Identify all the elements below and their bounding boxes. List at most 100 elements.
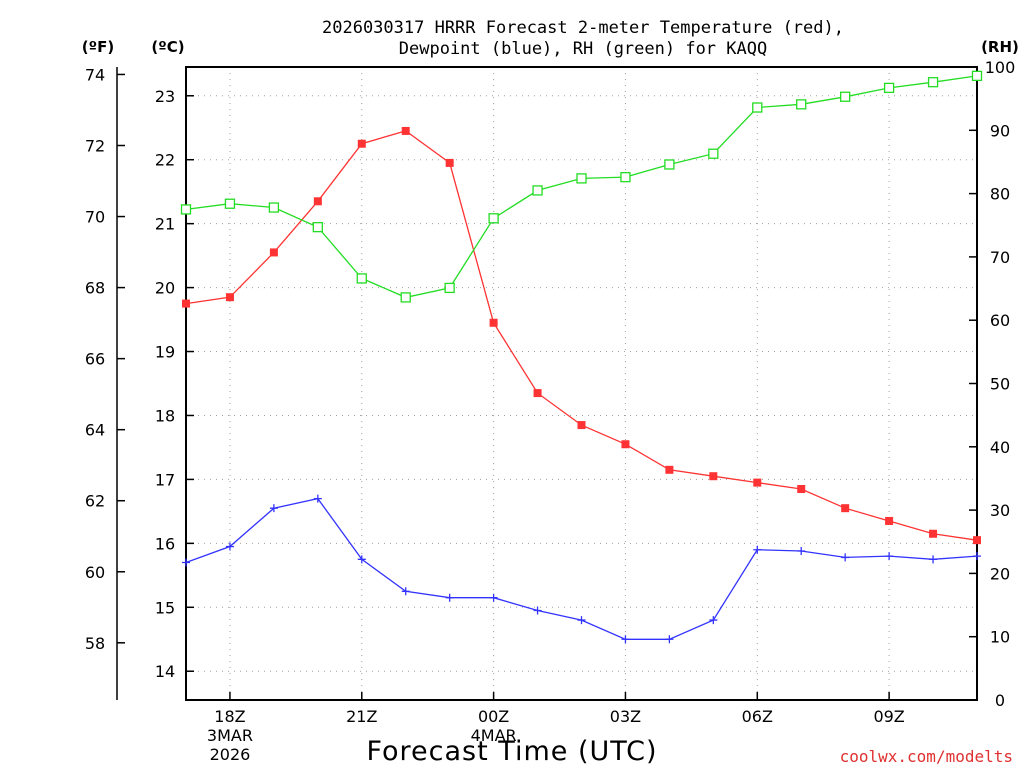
x-tick-date-label: 4MAR xyxy=(471,726,517,745)
rh-tick-label: 50 xyxy=(990,375,1010,394)
dewpoint-point xyxy=(797,547,806,556)
rh-point xyxy=(576,173,587,184)
rh-tick-label: 0 xyxy=(995,691,1005,710)
dewpoint-point xyxy=(489,593,498,602)
fahrenheit-tick-label: 58 xyxy=(85,634,105,653)
dewpoint-point xyxy=(445,593,454,602)
dewpoint-point xyxy=(709,616,718,625)
temperature-point xyxy=(885,516,894,525)
dewpoint-point xyxy=(577,616,586,625)
temperature-point xyxy=(182,299,190,308)
rh-axis-label: (RH) xyxy=(981,38,1019,56)
temperature-point xyxy=(621,440,630,449)
celsius-tick-label: 17 xyxy=(155,470,175,489)
x-tick-label: 03Z xyxy=(610,707,641,726)
rh-point xyxy=(224,198,236,209)
fahrenheit-tick-label: 62 xyxy=(85,492,105,511)
dewpoint-point xyxy=(313,494,322,503)
rh-point xyxy=(840,91,851,102)
rh-tick-label: 30 xyxy=(990,501,1010,520)
rh-point xyxy=(180,204,192,215)
x-tick-date-label: 3MAR xyxy=(207,726,253,745)
fahrenheit-axis-label: (ºF) xyxy=(82,38,114,56)
dewpoint-point xyxy=(753,545,762,554)
temperature-point xyxy=(357,139,366,148)
temperature-point xyxy=(753,478,762,487)
dewpoint-point xyxy=(841,553,850,562)
rh-point xyxy=(400,292,411,303)
temperature-point xyxy=(489,318,498,327)
fahrenheit-tick-label: 64 xyxy=(85,421,105,440)
celsius-tick-label: 14 xyxy=(155,662,175,681)
dewpoint-point xyxy=(182,558,190,567)
rh-point xyxy=(752,102,763,113)
rh-point xyxy=(796,99,807,110)
rh-point xyxy=(444,282,455,294)
x-tick-label: 18Z xyxy=(214,707,245,726)
temperature-point xyxy=(445,158,454,167)
temperature-point xyxy=(841,504,850,513)
x-tick-year-label: 2026 xyxy=(210,745,251,764)
rh-point xyxy=(927,77,939,88)
celsius-tick-label: 19 xyxy=(155,343,175,362)
credit-text: coolwx.com/modelts xyxy=(840,747,1013,766)
fahrenheit-tick-label: 74 xyxy=(85,65,105,84)
x-tick-label: 06Z xyxy=(742,707,773,726)
dewpoint-point xyxy=(225,542,234,551)
rh-point xyxy=(532,185,543,196)
temperature-point xyxy=(929,529,938,538)
rh-tick-label: 100 xyxy=(985,58,1016,77)
rh-tick-label: 70 xyxy=(990,248,1010,267)
series-lines xyxy=(180,70,983,644)
temperature-point xyxy=(797,485,806,493)
temperature-point xyxy=(709,472,718,481)
temperature-point xyxy=(665,465,674,474)
grid-lines xyxy=(186,67,977,700)
dewpoint-point xyxy=(621,635,630,644)
x-tick-label: 09Z xyxy=(873,707,904,726)
fahrenheit-tick-label: 60 xyxy=(85,563,105,582)
dewpoint-point xyxy=(973,552,981,561)
rh-tick-label: 80 xyxy=(990,185,1010,204)
temperature-point xyxy=(401,126,410,135)
dewpoint-point xyxy=(665,635,674,644)
celsius-tick-label: 15 xyxy=(155,598,175,617)
dewpoint-point xyxy=(269,504,278,513)
rh-point xyxy=(971,70,983,82)
rh-point xyxy=(883,82,895,94)
celsius-tick-label: 21 xyxy=(155,215,175,234)
rh-point xyxy=(356,273,367,284)
rh-point xyxy=(664,159,675,170)
celsius-tick-label: 16 xyxy=(155,534,175,553)
temperature-point xyxy=(225,293,234,302)
rh-point xyxy=(312,221,323,233)
rh-tick-label: 90 xyxy=(990,121,1010,140)
rh-tick-label: 10 xyxy=(990,628,1010,647)
x-axis-title: Forecast Time (UTC) xyxy=(366,736,657,767)
temperature-point xyxy=(269,248,278,257)
celsius-axis-label: (ºC) xyxy=(151,38,184,56)
rh-point xyxy=(708,148,719,159)
fahrenheit-tick-label: 66 xyxy=(85,350,105,369)
dewpoint-point xyxy=(929,555,938,564)
x-tick-label: 21Z xyxy=(346,707,377,726)
rh-point xyxy=(268,202,280,213)
dewpoint-point xyxy=(885,552,894,561)
temperature-point xyxy=(973,536,981,545)
temperature-point xyxy=(577,421,586,430)
dewpoint-point xyxy=(533,606,542,615)
fahrenheit-tick-label: 68 xyxy=(85,279,105,298)
fahrenheit-tick-label: 72 xyxy=(85,137,105,156)
x-tick-label: 00Z xyxy=(478,707,509,726)
dewpoint-point xyxy=(401,587,410,596)
temperature-line xyxy=(185,130,978,541)
rh-tick-label: 40 xyxy=(990,438,1010,457)
celsius-tick-label: 18 xyxy=(155,406,175,425)
rh-point xyxy=(620,171,631,183)
axes: 14 15 16 17 18 19 20 21 22 23 58 60 62 64 66 68 70 72 74 0 1… xyxy=(85,58,1015,764)
temperature-point xyxy=(533,389,542,398)
celsius-tick-label: 20 xyxy=(155,279,175,298)
celsius-tick-label: 22 xyxy=(155,151,175,170)
temperature-point xyxy=(313,197,322,206)
rh-line xyxy=(185,75,978,299)
